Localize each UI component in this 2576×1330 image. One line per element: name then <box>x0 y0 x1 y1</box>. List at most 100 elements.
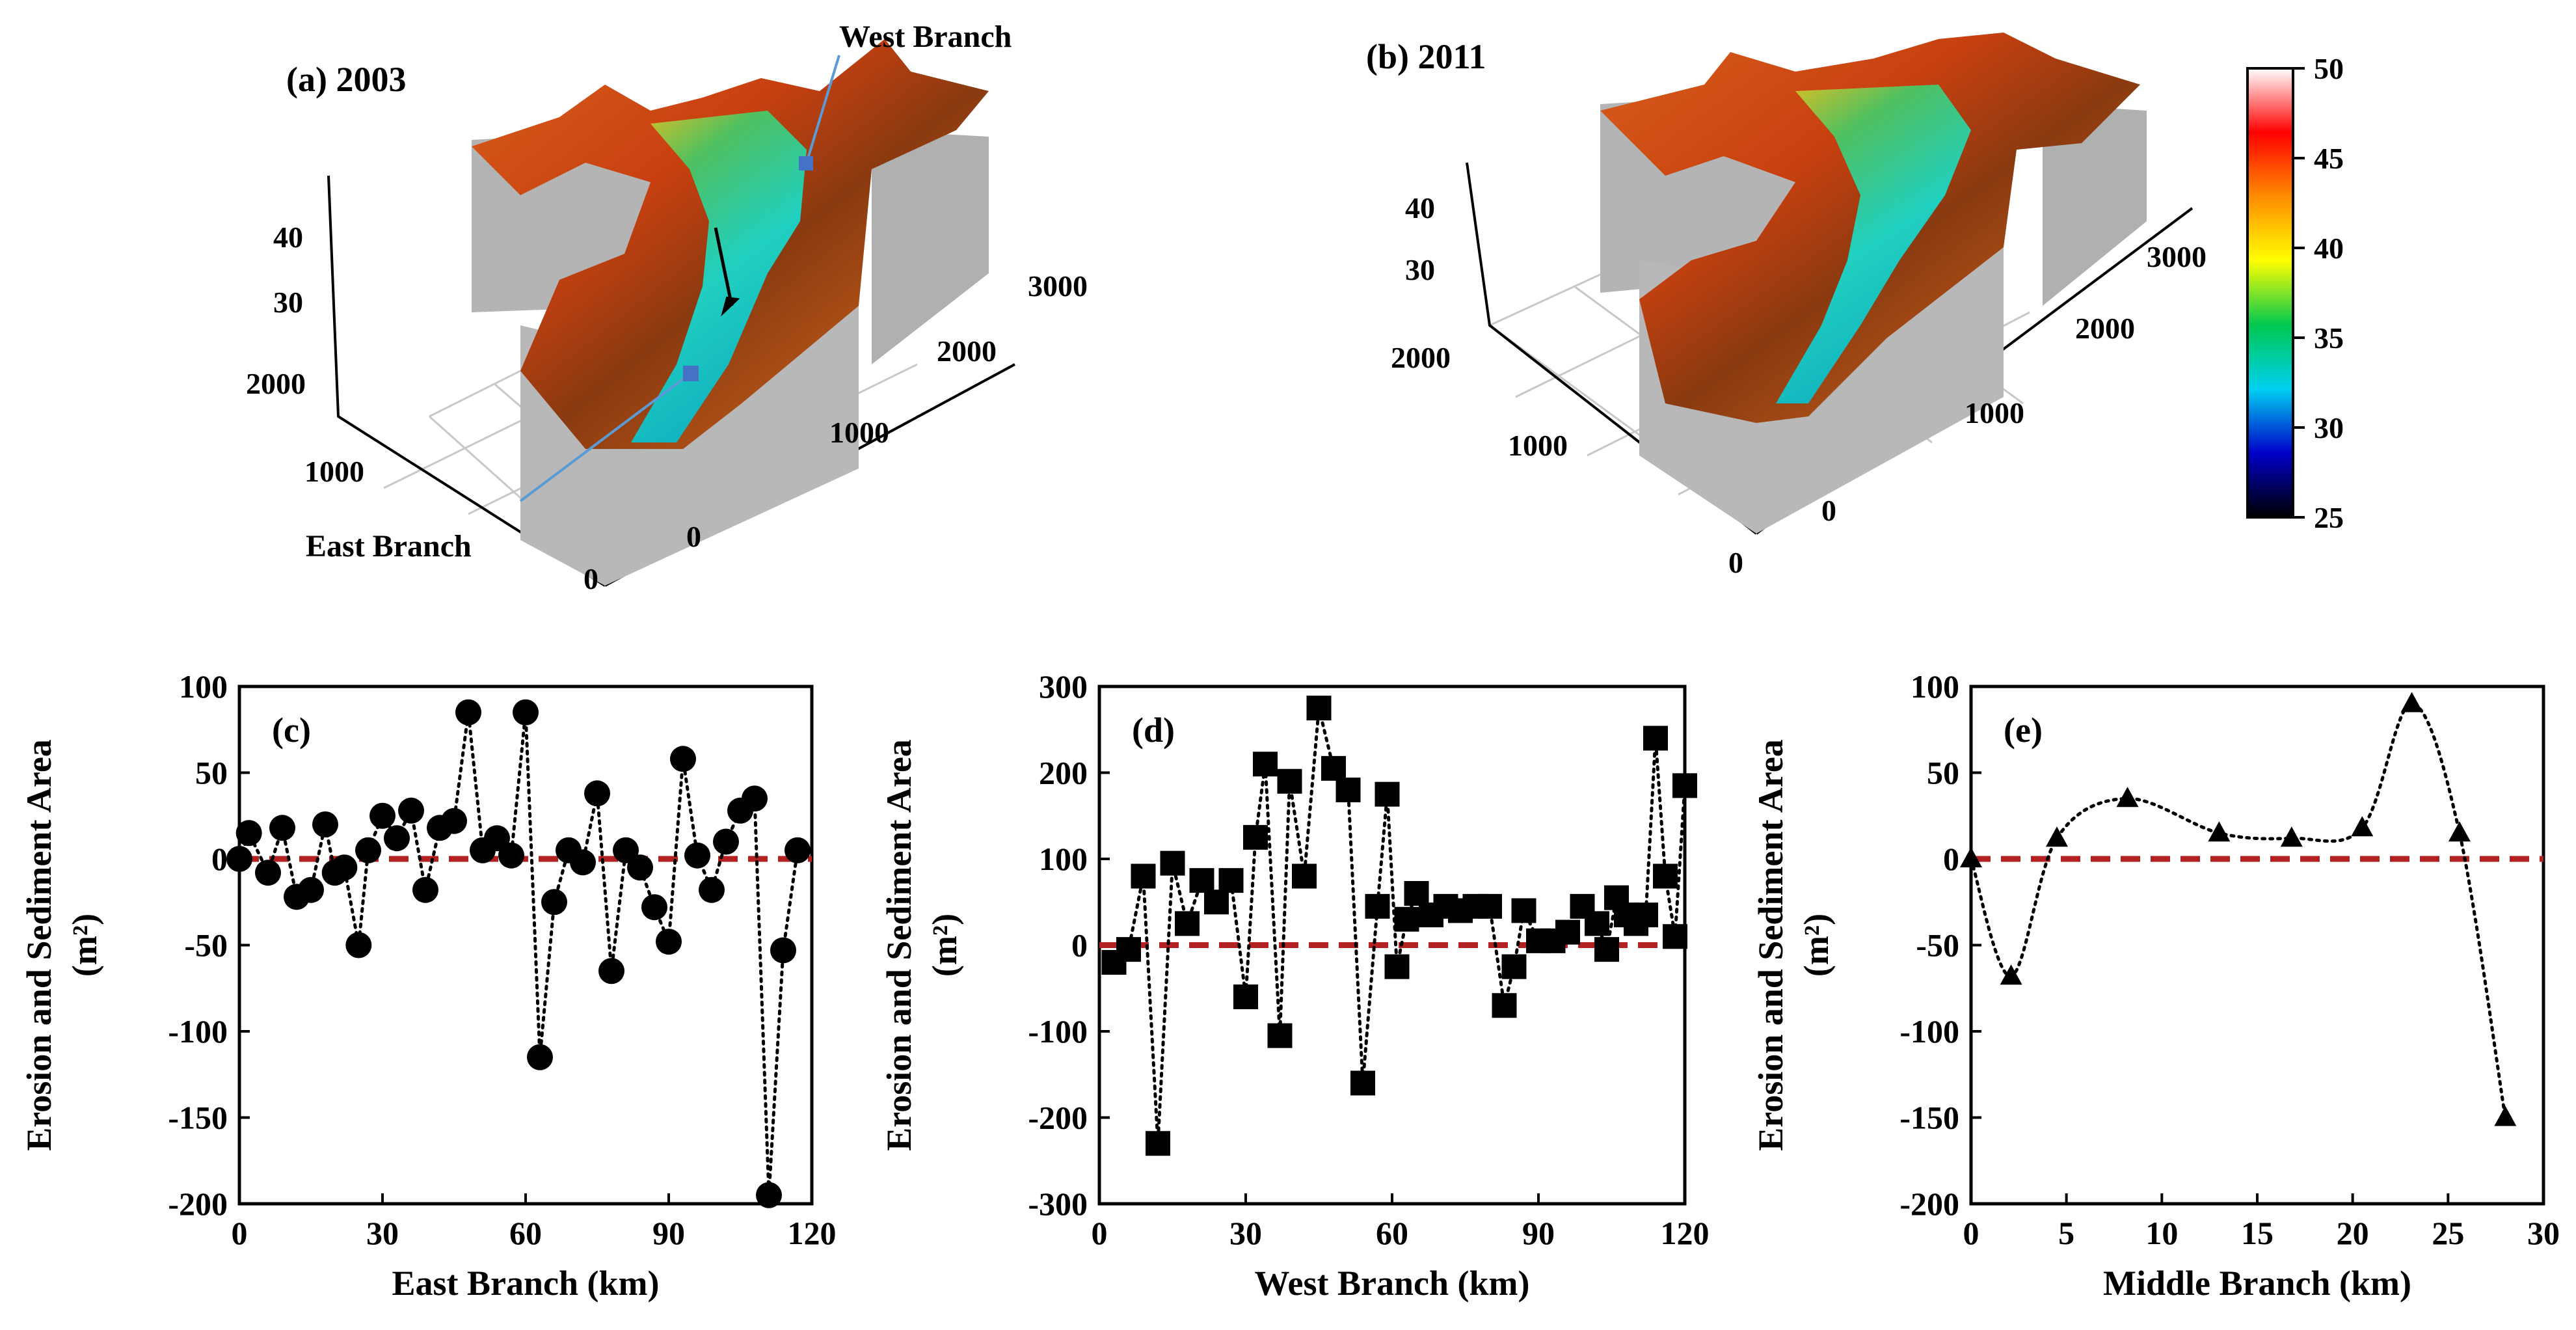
svg-text:West Branch: West Branch <box>839 20 1012 54</box>
data-point <box>670 746 696 772</box>
data-point <box>235 820 262 847</box>
y-tick-label: -150 <box>1899 1100 1959 1136</box>
data-point <box>1585 911 1609 936</box>
data-point <box>269 815 295 841</box>
svg-text:0: 0 <box>1821 494 1836 527</box>
data-point <box>527 1044 553 1070</box>
data-point <box>713 828 739 855</box>
data-point <box>484 825 510 852</box>
y-tick-label: -100 <box>168 1013 228 1050</box>
data-point <box>412 876 438 903</box>
x-tick-label: 0 <box>232 1215 248 1251</box>
data-point <box>355 837 381 863</box>
y-tick-label: 50 <box>1927 755 1959 791</box>
wall-right-b <box>2043 104 2147 306</box>
svg-text:40: 40 <box>1405 191 1435 224</box>
panel-label: (d) <box>1132 711 1175 750</box>
panel-label-a: (a) 2003 <box>286 60 406 99</box>
x-tick-label: 60 <box>509 1215 542 1251</box>
chart-c: -200 -150 -100 -50 0 50 100 0 30 60 90 120 (c) East B… <box>20 668 837 1303</box>
y-axis-unit: (m²) <box>925 914 964 977</box>
data-point <box>1175 911 1200 936</box>
svg-text:0: 0 <box>584 562 598 595</box>
data-point <box>1350 1070 1375 1096</box>
data-point <box>384 825 410 852</box>
y-tick-label: 100 <box>179 668 228 705</box>
x-tick-label: 15 <box>2241 1215 2274 1251</box>
data-point <box>1501 954 1527 979</box>
channel-b <box>1776 85 1971 403</box>
data-point <box>2000 964 2022 985</box>
x-tick-label: 25 <box>2432 1215 2464 1251</box>
data-point <box>613 837 639 863</box>
x-ticks-a: 0 1000 2000 3000 <box>686 269 1088 553</box>
y-axis-unit: (m²) <box>65 914 104 977</box>
y-tick-label: 300 <box>1039 668 1088 705</box>
x-tick-label: 30 <box>2527 1215 2560 1251</box>
y-tick-label: -200 <box>1899 1186 1959 1222</box>
data-point <box>1960 847 1982 867</box>
svg-text:40: 40 <box>273 221 303 254</box>
data-point <box>1335 778 1361 802</box>
y-tick-label: -100 <box>1899 1013 1959 1050</box>
svg-text:1000: 1000 <box>304 455 364 488</box>
annotation-east-branch: East Branch <box>306 366 699 563</box>
data-point <box>1633 903 1658 928</box>
data-point <box>1292 863 1317 889</box>
y-tick-label: -100 <box>1028 1013 1088 1050</box>
data-point <box>2494 1106 2517 1126</box>
svg-text:30: 30 <box>273 286 303 319</box>
svg-text:2000: 2000 <box>937 334 997 368</box>
data-point <box>570 849 596 876</box>
y-tick-label: -200 <box>1028 1100 1088 1136</box>
data-point <box>1277 768 1302 794</box>
data-point <box>656 929 682 955</box>
panel-label-b: (b) 2011 <box>1366 37 1486 76</box>
data-point <box>1477 893 1502 919</box>
data-point <box>1394 906 1419 932</box>
data-point <box>1267 1023 1293 1048</box>
data-point <box>2208 821 2231 842</box>
svg-text:0: 0 <box>686 520 701 553</box>
colorbar-tick-label: 50 <box>2314 52 2344 85</box>
data-point <box>1594 937 1619 962</box>
data-point <box>1653 863 1678 889</box>
data-point <box>684 842 710 869</box>
x-tick-label: 60 <box>1376 1215 1408 1251</box>
data-point <box>2400 692 2423 712</box>
y-tick-label: -150 <box>168 1100 228 1136</box>
data-point <box>541 889 567 916</box>
y-tick-label: 0 <box>1943 841 1959 877</box>
x-tick-label: 30 <box>366 1215 399 1251</box>
x-tick-label: 20 <box>2337 1215 2369 1251</box>
svg-text:0: 0 <box>1728 546 1743 579</box>
data-point <box>742 785 768 812</box>
plot-frame <box>1969 685 2545 1206</box>
data-point <box>2280 826 2303 847</box>
data-point <box>1116 937 1141 962</box>
data-point <box>1492 993 1517 1018</box>
x-tick-label: 10 <box>2145 1215 2178 1251</box>
panel-label: (e) <box>2004 711 2043 750</box>
svg-text:3000: 3000 <box>2147 240 2207 273</box>
surface-panel-b: (b) 2011 40 30 2000 1000 0 0 1000 2000 3… <box>1366 33 2207 579</box>
x-tick-label: 120 <box>788 1215 837 1251</box>
data-point <box>1672 773 1697 798</box>
colorbar-gradient <box>2246 67 2294 519</box>
data-point <box>1243 824 1268 850</box>
svg-text:30: 30 <box>1405 253 1435 286</box>
data-point <box>498 842 524 869</box>
colorbar-tick-label: 40 <box>2314 232 2344 265</box>
y-ticks-b: 2000 1000 0 <box>1391 341 1743 579</box>
colorbar-tick-label: 25 <box>2314 501 2344 534</box>
data-point <box>1555 919 1580 945</box>
data-point <box>1218 868 1244 893</box>
y-axis-label: Erosion and Sediment Area <box>20 739 59 1151</box>
data-point <box>1321 755 1346 781</box>
svg-text:2000: 2000 <box>246 367 306 400</box>
data-point <box>1511 898 1536 923</box>
colorbar-tick-label: 30 <box>2314 411 2344 444</box>
data-point <box>369 802 396 829</box>
series-line <box>237 712 799 1195</box>
